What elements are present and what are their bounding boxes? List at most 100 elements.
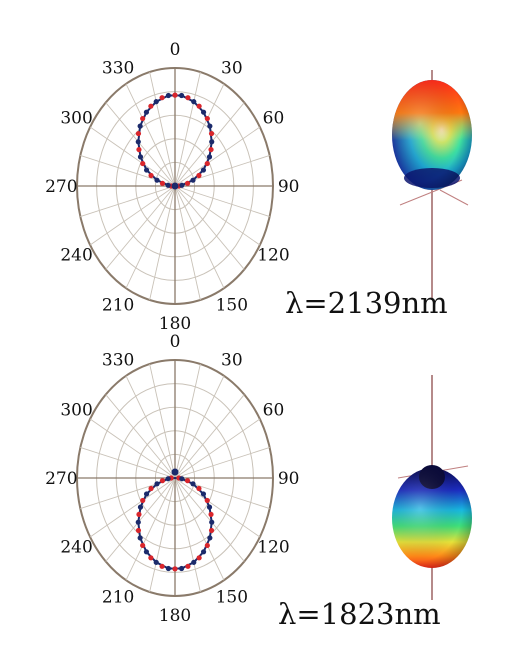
simulated-point bbox=[153, 99, 159, 105]
simulated-point bbox=[200, 549, 207, 555]
simulated-point bbox=[165, 476, 171, 482]
angle-tick-label: 210 bbox=[102, 588, 134, 608]
simulated-point bbox=[154, 481, 160, 487]
polar-grid-spoke bbox=[80, 185, 176, 217]
polar-grid-spoke bbox=[174, 477, 201, 593]
simulated-point bbox=[178, 92, 185, 99]
measured-point bbox=[136, 511, 142, 518]
measured-point bbox=[184, 180, 191, 186]
simulated-point bbox=[200, 491, 207, 497]
simulated-point bbox=[165, 182, 171, 188]
angle-tick-label: 300 bbox=[60, 401, 92, 421]
simulated-point bbox=[206, 154, 213, 160]
angle-tick-label: 150 bbox=[216, 296, 248, 316]
simulated-point bbox=[143, 167, 150, 173]
simulated-point bbox=[207, 535, 213, 541]
simulated-point bbox=[179, 182, 185, 188]
angle-tick-label: 60 bbox=[263, 401, 285, 421]
measured-point bbox=[185, 563, 191, 569]
polar-grid-spoke bbox=[125, 477, 176, 581]
polar-grid-spoke bbox=[149, 185, 176, 301]
polar-grid-spoke bbox=[174, 185, 270, 217]
angle-tick-label: 120 bbox=[257, 537, 289, 557]
angle-tick-label: 270 bbox=[45, 177, 77, 197]
angle-tick-label: 30 bbox=[221, 350, 243, 370]
measured-point bbox=[204, 497, 210, 504]
radiation-pattern-3d-top bbox=[392, 70, 472, 300]
measured-point bbox=[136, 146, 142, 153]
simulated-point bbox=[137, 154, 144, 160]
simulated-point bbox=[207, 123, 213, 129]
measured-point bbox=[135, 527, 142, 534]
angle-tick-label: 90 bbox=[278, 469, 300, 489]
polar-grid-spoke bbox=[125, 375, 176, 479]
measured-point bbox=[159, 563, 165, 569]
polar-grid-spoke bbox=[149, 363, 176, 479]
measured-point bbox=[148, 172, 154, 179]
polar-grid-spoke bbox=[125, 185, 176, 289]
measured-point bbox=[172, 566, 178, 572]
measured-point bbox=[196, 485, 202, 492]
measured-point bbox=[204, 542, 210, 549]
simulated-point bbox=[143, 491, 150, 497]
simulated-point bbox=[178, 565, 185, 572]
simulated-point bbox=[209, 139, 215, 145]
simulated-point bbox=[191, 559, 197, 565]
measured-point bbox=[159, 95, 165, 101]
measured-point bbox=[148, 485, 154, 492]
wavelength-caption-bottom: λ=1823nm bbox=[278, 597, 441, 631]
measured-point bbox=[140, 542, 146, 549]
angle-tick-label: 180 bbox=[159, 314, 191, 334]
polar-plot-bottom: 0 30 60 90 120 150 180 210 240 270 300 330 bbox=[45, 332, 299, 626]
measured-point bbox=[159, 478, 166, 484]
measured-point bbox=[148, 103, 154, 109]
angle-tick-label: 0 bbox=[170, 332, 181, 352]
measured-point bbox=[159, 180, 166, 186]
polar-origin-marker bbox=[171, 468, 179, 476]
measured-point bbox=[140, 115, 146, 122]
angle-tick-label: 210 bbox=[102, 296, 134, 316]
simulated-point bbox=[209, 519, 215, 525]
measured-point bbox=[196, 555, 202, 561]
simulated-point bbox=[165, 565, 172, 572]
simulated-point bbox=[135, 139, 141, 145]
blob-shading bbox=[392, 468, 472, 568]
polar-grid-spoke bbox=[80, 447, 176, 479]
simulated-point bbox=[190, 481, 196, 487]
simulated-point bbox=[153, 559, 159, 565]
polar-grid-spoke bbox=[174, 126, 261, 187]
polar-grid-spoke bbox=[174, 394, 245, 479]
measured-point bbox=[204, 160, 210, 167]
simulated-point bbox=[200, 109, 207, 115]
measured-point bbox=[140, 160, 146, 167]
measured-point bbox=[204, 115, 210, 122]
polar-grid-spoke bbox=[174, 477, 245, 562]
simulated-point bbox=[200, 167, 207, 173]
polar-grid-spoke bbox=[174, 477, 261, 538]
polar-grid-spoke bbox=[105, 394, 176, 479]
polar-grid-spoke bbox=[174, 71, 201, 187]
angle-tick-label: 240 bbox=[60, 245, 92, 265]
polar-grid-spoke bbox=[125, 83, 176, 187]
polar-grid-spoke bbox=[89, 185, 176, 246]
simulated-point bbox=[135, 519, 141, 525]
polar-grid-spoke bbox=[89, 477, 176, 538]
polar-grid-spoke bbox=[174, 477, 225, 581]
polar-grid-spoke bbox=[174, 375, 225, 479]
polar-grid-spoke bbox=[174, 363, 201, 479]
polar-grid-spoke bbox=[174, 102, 245, 187]
measured-point bbox=[148, 555, 154, 561]
angle-tick-label: 270 bbox=[45, 469, 77, 489]
polar-origin-marker bbox=[171, 182, 179, 190]
angle-tick-label: 300 bbox=[60, 109, 92, 129]
simulated-point bbox=[143, 109, 150, 115]
simulated-point bbox=[143, 549, 150, 555]
simulated-point bbox=[190, 177, 196, 183]
polar-grid-spoke bbox=[149, 71, 176, 187]
polar-grid-spoke bbox=[174, 185, 201, 301]
measured-point bbox=[172, 92, 178, 98]
angle-tick-label: 120 bbox=[257, 245, 289, 265]
polar-grid-spoke bbox=[89, 126, 176, 187]
measured-point bbox=[208, 511, 214, 518]
angle-tick-label: 60 bbox=[263, 109, 285, 129]
